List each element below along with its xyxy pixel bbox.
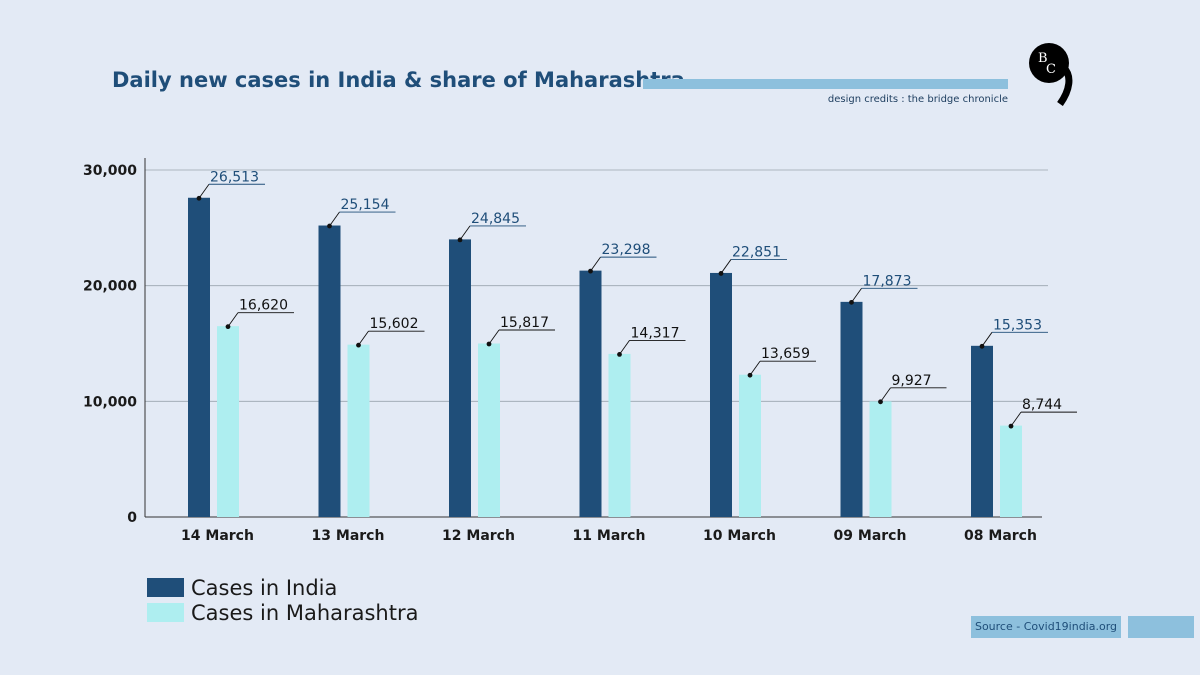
data-label: 16,620	[239, 298, 288, 314]
data-label: 22,851	[732, 244, 781, 260]
label-leader	[619, 340, 630, 355]
svg-text:C: C	[1046, 62, 1056, 77]
bar	[869, 401, 892, 517]
label-leader	[358, 330, 369, 346]
legend: Cases in India Cases in Maharashtra	[147, 575, 418, 625]
legend-label-maharashtra: Cases in Maharashtra	[191, 600, 419, 625]
bar	[579, 270, 602, 517]
legend-swatch-maharashtra	[147, 603, 184, 622]
label-leader	[590, 256, 601, 272]
bar	[739, 374, 761, 517]
x-tick-label: 11 March	[573, 528, 646, 544]
y-tick-label: 30,000	[83, 163, 137, 179]
data-label: 24,845	[471, 211, 520, 227]
data-label: 9,927	[892, 373, 932, 389]
bar	[608, 353, 631, 517]
label-leader	[198, 183, 210, 199]
bar	[710, 272, 732, 517]
data-label: 23,298	[602, 242, 651, 258]
chart-title: Daily new cases in India & share of Maha…	[112, 68, 685, 92]
data-label: 17,873	[863, 273, 912, 289]
x-tick-label: 14 March	[181, 528, 254, 544]
label-leader	[880, 387, 891, 403]
x-tick-label: 10 March	[703, 528, 776, 544]
data-label: 13,659	[761, 346, 810, 362]
data-label: 26,513	[210, 169, 259, 185]
label-leader	[749, 360, 761, 376]
data-label: 15,602	[370, 316, 419, 332]
data-label: 14,317	[631, 325, 680, 341]
bar	[478, 343, 500, 517]
label-leader	[227, 312, 239, 327]
x-tick-label: 08 March	[964, 528, 1037, 544]
bar	[318, 225, 341, 517]
label-leader	[459, 225, 471, 241]
data-label: 15,353	[993, 317, 1042, 333]
source-label: Source - Covid19india.org	[971, 616, 1121, 638]
bar	[188, 197, 210, 517]
bar	[840, 301, 863, 517]
source-accent-block	[1128, 616, 1194, 638]
y-tick-label: 0	[127, 510, 137, 526]
design-credits: design credits : the bridge chronicle	[827, 94, 1008, 105]
label-leader	[1010, 411, 1022, 427]
x-tick-label: 13 March	[312, 528, 385, 544]
data-label: 25,154	[341, 197, 390, 213]
label-leader	[851, 288, 862, 303]
x-tick-label: 12 March	[442, 528, 515, 544]
y-tick-label: 10,000	[83, 394, 137, 410]
bar	[347, 344, 370, 517]
title-accent-bar	[643, 79, 1008, 89]
data-label: 8,744	[1022, 397, 1062, 413]
legend-swatch-india	[147, 578, 184, 597]
bar	[1000, 425, 1022, 517]
bar	[217, 326, 239, 517]
label-leader	[720, 259, 732, 274]
label-leader	[329, 211, 340, 227]
legend-item-maharashtra: Cases in Maharashtra	[147, 600, 418, 625]
bar	[449, 239, 471, 517]
label-leader	[981, 332, 993, 347]
svg-text:B: B	[1038, 51, 1048, 66]
bar	[971, 345, 993, 517]
data-label: 15,817	[500, 315, 549, 331]
y-tick-label: 20,000	[83, 279, 137, 295]
legend-item-india: Cases in India	[147, 575, 418, 600]
bridge-chronicle-logo: B C	[1029, 43, 1073, 106]
x-tick-label: 09 March	[834, 528, 907, 544]
label-leader	[488, 329, 500, 345]
legend-label-india: Cases in India	[191, 575, 338, 600]
